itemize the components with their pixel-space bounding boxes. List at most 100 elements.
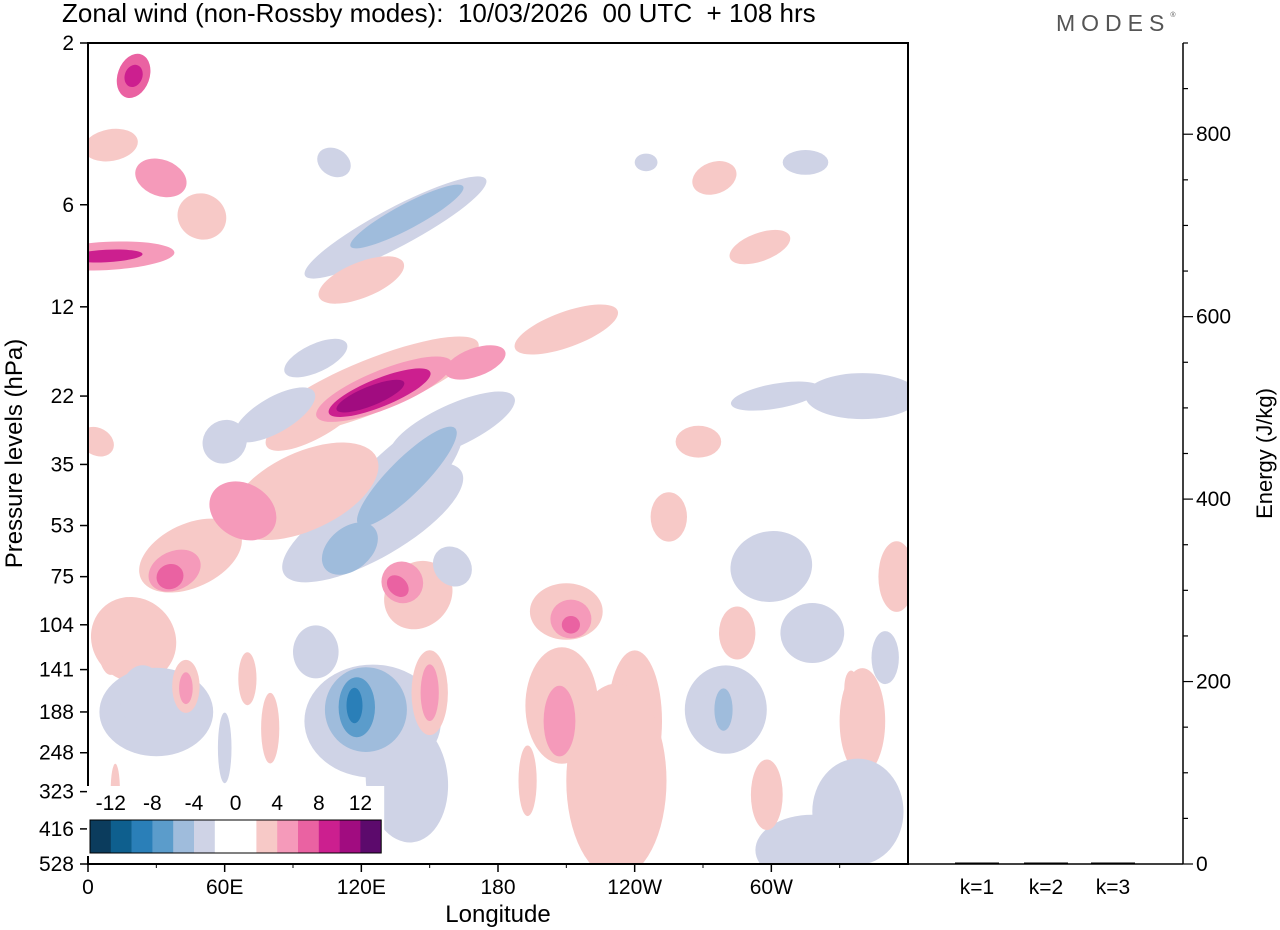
colorbar-label: -12 bbox=[96, 792, 126, 815]
colorbar-swatch bbox=[90, 820, 112, 853]
contour-blob bbox=[750, 759, 783, 831]
energy-tick-label: 800 bbox=[1196, 123, 1231, 146]
contour-blob bbox=[432, 546, 472, 587]
colorbar-label: 4 bbox=[271, 792, 283, 815]
contour-blob bbox=[851, 382, 897, 411]
colorbar-swatch bbox=[131, 820, 153, 853]
colorbar-swatch bbox=[298, 820, 320, 853]
colorbar-swatch bbox=[110, 820, 132, 853]
pressure-tick-label: 528 bbox=[39, 853, 74, 876]
colorbar-swatch bbox=[318, 820, 340, 853]
contour-blob bbox=[357, 426, 457, 527]
colorbar-swatch bbox=[152, 820, 174, 853]
longitude-tick-label: 60W bbox=[750, 876, 793, 899]
contour-blob bbox=[97, 604, 125, 675]
contour-blob bbox=[177, 193, 227, 240]
contour-blob bbox=[318, 256, 405, 304]
contour-blob bbox=[209, 481, 277, 541]
contour-blob bbox=[730, 531, 813, 602]
contour-blob bbox=[729, 229, 791, 265]
pressure-tick-label: 22 bbox=[51, 385, 74, 408]
contour-blob bbox=[179, 672, 193, 705]
colorbar-frame bbox=[89, 819, 382, 854]
contour-blob bbox=[420, 664, 439, 721]
x-axis-label: Longitude bbox=[445, 901, 550, 928]
contour-blob bbox=[135, 158, 187, 198]
colorbar-swatch bbox=[173, 820, 195, 853]
contour-blob bbox=[719, 606, 756, 660]
contour-blob bbox=[350, 184, 464, 249]
energy-tick-label: 400 bbox=[1196, 488, 1231, 511]
axes: 2 6 12 22 35 53 75 104 141 188 248 323 416 528 Pressur… bbox=[1, 32, 1277, 928]
pressure-tick-label: 248 bbox=[39, 742, 74, 765]
pressure-tick-label: 323 bbox=[39, 781, 74, 804]
energy-tick-label: 0 bbox=[1196, 853, 1208, 876]
contour-blob bbox=[566, 683, 667, 864]
contour-blob bbox=[730, 381, 821, 411]
colorbar-label: -8 bbox=[143, 792, 162, 815]
pressure-tick-label: 75 bbox=[51, 566, 74, 589]
energy-axis-label: Energy (J/kg) bbox=[1252, 388, 1277, 519]
contour-blob bbox=[293, 625, 339, 679]
colorbar-swatch bbox=[277, 820, 299, 853]
contour-blob bbox=[202, 419, 247, 464]
pressure-tick-label: 2 bbox=[62, 32, 74, 55]
heatmap-field bbox=[88, 43, 908, 864]
longitude-tick-label: 0 bbox=[82, 876, 94, 899]
chart-title: Zonal wind (non-Rossby modes): 10/03/202… bbox=[62, 0, 816, 28]
pressure-tick-label: 35 bbox=[51, 453, 74, 476]
colorbar-label: 12 bbox=[349, 792, 372, 815]
contour-blob bbox=[823, 763, 870, 852]
longitude-tick-label: 120W bbox=[607, 876, 662, 899]
pressure-tick-label: 188 bbox=[39, 701, 74, 724]
contour-blob bbox=[88, 128, 138, 162]
contour-blob bbox=[692, 161, 737, 195]
contour-blob bbox=[119, 665, 166, 729]
contour-blob bbox=[675, 425, 722, 458]
colorbar-swatch bbox=[339, 820, 361, 853]
logo-text: MODES bbox=[1056, 10, 1171, 36]
pressure-tick-label: 104 bbox=[39, 614, 74, 637]
colorbar-label: 8 bbox=[313, 792, 325, 815]
pressure-tick-label: 6 bbox=[62, 194, 74, 217]
contour-blob bbox=[561, 616, 581, 634]
contour-blob bbox=[714, 688, 733, 731]
contour-blob bbox=[650, 492, 687, 542]
longitude-tick-label: 60E bbox=[206, 876, 243, 899]
contour-blob bbox=[346, 687, 363, 724]
pressure-tick-label: 12 bbox=[51, 296, 74, 319]
y-axis-label: Pressure levels (hPa) bbox=[1, 339, 28, 568]
contour-blob bbox=[284, 338, 348, 378]
contour-blob bbox=[321, 522, 378, 575]
contour-blob bbox=[261, 692, 280, 764]
contour-blob bbox=[518, 745, 537, 817]
contour-blob bbox=[386, 575, 409, 597]
pressure-tick-label: 141 bbox=[39, 659, 74, 682]
colorbar: -12 -8 -4 0 4 8 12 bbox=[87, 786, 385, 856]
pressure-tick-label: 416 bbox=[39, 818, 74, 841]
bar-category-label: k=1 bbox=[960, 876, 994, 899]
contour-blob bbox=[444, 345, 506, 380]
contour-blob bbox=[780, 603, 845, 663]
contour-blob bbox=[365, 719, 449, 843]
bar-category-label: k=2 bbox=[1029, 876, 1063, 899]
energy-tick-label: 200 bbox=[1196, 671, 1231, 694]
longitude-tick-label: 120E bbox=[337, 876, 386, 899]
colorbar-swatch bbox=[256, 820, 278, 853]
energy-tick-label: 600 bbox=[1196, 306, 1231, 329]
contour-blob bbox=[317, 147, 351, 178]
contour-blob bbox=[634, 153, 658, 172]
pressure-tick-label: 53 bbox=[51, 515, 74, 538]
contour-blob bbox=[844, 670, 858, 706]
colorbar-swatch bbox=[194, 820, 216, 853]
energy-bars: k=1 k=2 k=3 bbox=[955, 862, 1135, 899]
contour-blob bbox=[238, 652, 257, 706]
colorbar-label: 0 bbox=[230, 792, 242, 815]
contour-blob bbox=[217, 712, 232, 784]
contour-blob bbox=[514, 304, 619, 355]
colorbar-swatch bbox=[360, 820, 382, 853]
colorbar-swatch bbox=[235, 820, 257, 853]
colorbar-label: -4 bbox=[185, 792, 204, 815]
bar-category-label: k=3 bbox=[1096, 876, 1130, 899]
